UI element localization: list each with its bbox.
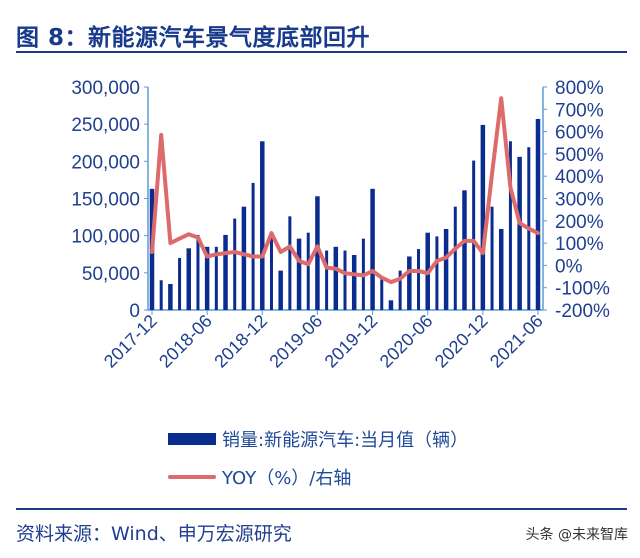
sales-bar <box>517 156 522 310</box>
sales-bar <box>241 206 247 310</box>
left-axis-tick-label: 300,000 <box>71 78 140 99</box>
sales-bar <box>343 250 347 310</box>
sales-bar <box>186 248 192 310</box>
right-axis-tick-label: 500% <box>555 145 604 166</box>
sales-bar <box>388 300 394 310</box>
sales-bar <box>233 218 237 310</box>
sales-bar <box>333 246 339 310</box>
sales-bar <box>251 182 255 310</box>
footer-divider <box>16 508 627 510</box>
sales-bar <box>260 141 265 310</box>
x-axis-tick-label: 2018-06 <box>155 311 216 372</box>
sales-bar <box>472 160 476 310</box>
sales-bar <box>168 283 173 310</box>
sales-bar <box>204 246 210 310</box>
legend-item-yoy: YOY（%）/右轴 <box>168 458 468 496</box>
sales-yoy-chart: 0 50,000 100,000 150,000 200,000 250,000 300,0… <box>71 78 610 372</box>
legend-label-sales: 销量:新能源汽车:当月值（辆） <box>222 430 469 451</box>
watermark: 头条 @未来智库 <box>525 527 628 543</box>
right-axis-tick-label: 100% <box>555 234 604 255</box>
sales-bar <box>435 236 439 310</box>
sales-bar <box>296 238 302 310</box>
sales-bar <box>196 234 200 310</box>
x-axis-tick-label: 2018-12 <box>210 311 271 372</box>
source-note: 资料来源：Wind、申万宏源研究 <box>16 523 292 545</box>
left-axis-tick-label: 200,000 <box>71 152 140 173</box>
legend: 销量:新能源汽车:当月值（辆） YOY（%）/右轴 <box>168 420 468 496</box>
sales-bar <box>462 190 467 310</box>
sales-bar <box>490 206 494 310</box>
sales-bar <box>315 196 320 310</box>
sales-bar <box>351 254 357 310</box>
sales-bar <box>443 228 449 310</box>
sales-bar <box>398 270 402 310</box>
sales-bar <box>453 206 457 310</box>
right-axis-tick-label: 600% <box>555 123 604 144</box>
sales-bar <box>407 256 412 310</box>
right-axis-tick-label: 200% <box>555 212 604 233</box>
legend-bar-swatch <box>168 433 216 445</box>
right-axis-tick-label: 700% <box>555 100 604 121</box>
left-axis-tick-label: 100,000 <box>71 227 140 248</box>
legend-label-yoy: YOY（%）/右轴 <box>222 468 352 489</box>
sales-bar <box>380 278 384 310</box>
right-axis-tick-label: -200% <box>555 301 610 322</box>
sales-bar <box>535 118 541 310</box>
right-axis-tick-label: 300% <box>555 190 604 211</box>
legend-item-sales: 销量:新能源汽车:当月值（辆） <box>168 420 468 458</box>
x-axis-tick-label: 2021-06 <box>486 311 547 372</box>
sales-bar <box>269 237 273 310</box>
sales-bar <box>480 124 486 310</box>
legend-line-swatch <box>168 475 216 479</box>
left-axis-tick-label: 150,000 <box>71 190 140 211</box>
right-axis-tick-label: 400% <box>555 167 604 188</box>
sales-bar <box>306 232 310 310</box>
sales-bar <box>178 257 182 310</box>
title-divider <box>16 51 627 53</box>
x-axis-tick-label: 2020-12 <box>431 311 492 372</box>
sales-bar <box>498 228 504 310</box>
sales-bar <box>417 249 421 310</box>
sales-bar <box>508 141 512 310</box>
sales-bar <box>288 216 292 310</box>
sales-bar <box>325 250 329 310</box>
right-axis-tick-label: 0% <box>555 256 583 277</box>
x-axis-tick-label: 2019-06 <box>265 311 326 372</box>
right-axis-tick-label: 800% <box>555 78 604 99</box>
sales-bar <box>159 280 163 310</box>
left-axis-tick-label: 0 <box>129 301 140 322</box>
sales-bar <box>370 188 375 310</box>
right-axis-tick-label: -100% <box>555 279 610 300</box>
sales-bar <box>223 234 228 310</box>
left-axis-tick-label: 50,000 <box>82 264 140 285</box>
sales-bar <box>278 270 283 310</box>
left-axis-tick-label: 250,000 <box>71 115 140 136</box>
x-axis-tick-label: 2019-12 <box>321 311 382 372</box>
sales-bar <box>214 246 218 310</box>
figure-title: 图 8：新能源汽车景气度底部回升 <box>16 25 371 51</box>
x-axis-tick-label: 2020-06 <box>376 311 437 372</box>
